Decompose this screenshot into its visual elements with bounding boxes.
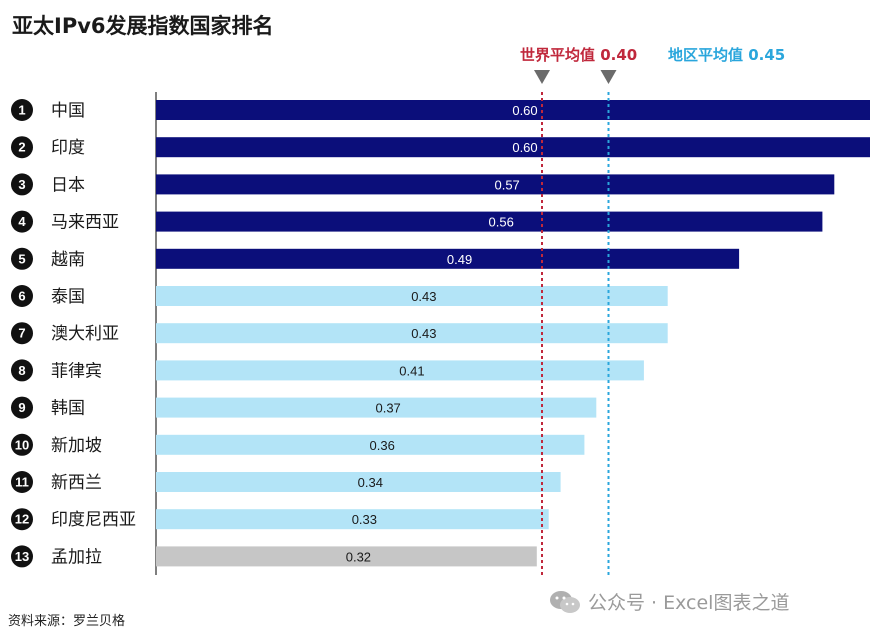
rank-badge bbox=[11, 322, 33, 345]
rank-number: 8 bbox=[18, 363, 25, 378]
category-label: 越南 bbox=[51, 250, 85, 270]
category-label: 马来西亚 bbox=[51, 213, 119, 233]
bar bbox=[156, 397, 597, 418]
bar bbox=[156, 211, 823, 232]
bar bbox=[156, 137, 870, 158]
rank-badge bbox=[11, 359, 33, 382]
value-label: 0.60 bbox=[512, 140, 537, 155]
rank-badge bbox=[11, 99, 33, 121]
rank-badge bbox=[11, 210, 33, 233]
rank-badge bbox=[11, 173, 33, 196]
rank-badge bbox=[11, 508, 33, 531]
rank-badge bbox=[11, 433, 33, 456]
category-label: 中国 bbox=[51, 101, 85, 121]
chart-title: 亚太IPv6发展指数国家排名 bbox=[12, 14, 274, 38]
rank-number: 3 bbox=[18, 177, 25, 192]
rank-number: 9 bbox=[18, 400, 25, 415]
region-average-marker bbox=[600, 70, 617, 84]
rank-badge bbox=[11, 136, 33, 159]
rank-badge bbox=[11, 471, 33, 493]
category-label: 日本 bbox=[51, 175, 85, 195]
rank-number: 2 bbox=[18, 140, 25, 155]
category-label: 韩国 bbox=[51, 399, 85, 419]
category-label: 印度尼西亚 bbox=[51, 510, 136, 530]
category-label: 新加坡 bbox=[51, 436, 102, 456]
category-label: 菲律宾 bbox=[51, 361, 102, 381]
bar bbox=[156, 546, 537, 567]
bar bbox=[156, 434, 585, 455]
bar bbox=[156, 100, 870, 120]
bar bbox=[156, 323, 668, 344]
rank-badge bbox=[11, 247, 33, 270]
rank-number: 4 bbox=[18, 214, 26, 229]
watermark-text: 公众号 · Excel图表之道 bbox=[588, 592, 790, 614]
category-label: 印度 bbox=[51, 138, 85, 158]
rank-number: 5 bbox=[18, 251, 25, 266]
value-label: 0.49 bbox=[447, 252, 472, 267]
wechat-icon bbox=[550, 590, 580, 613]
rank-number: 1 bbox=[18, 103, 25, 118]
value-label: 0.57 bbox=[494, 177, 519, 192]
bar bbox=[156, 509, 549, 530]
value-label: 0.36 bbox=[370, 438, 395, 453]
category-label: 新西兰 bbox=[51, 473, 102, 493]
category-label: 澳大利亚 bbox=[51, 324, 119, 344]
bar bbox=[156, 248, 740, 269]
rank-number: 12 bbox=[15, 512, 29, 527]
value-label: 0.43 bbox=[411, 289, 436, 304]
rank-number: 11 bbox=[15, 475, 29, 490]
value-label: 0.34 bbox=[358, 475, 383, 490]
category-label: 孟加拉 bbox=[51, 547, 102, 567]
bar bbox=[156, 360, 644, 381]
value-label: 0.32 bbox=[346, 549, 371, 564]
value-label: 0.43 bbox=[411, 326, 436, 341]
region-average-label: 地区平均值 0.45 bbox=[668, 46, 786, 64]
bar bbox=[156, 174, 835, 195]
value-label: 0.56 bbox=[489, 215, 514, 230]
value-label: 0.33 bbox=[352, 512, 377, 527]
value-label: 0.41 bbox=[399, 363, 424, 378]
rank-badge bbox=[11, 545, 33, 568]
rank-number: 10 bbox=[15, 437, 29, 452]
rank-badge bbox=[11, 285, 33, 307]
rank-number: 13 bbox=[15, 549, 29, 564]
rank-badge bbox=[11, 396, 33, 419]
watermark: 公众号 · Excel图表之道 bbox=[548, 588, 789, 615]
category-label: 泰国 bbox=[51, 287, 85, 307]
source-note: 资料来源：罗兰贝格 bbox=[8, 614, 126, 629]
value-label: 0.60 bbox=[512, 103, 537, 118]
world-average-marker bbox=[534, 70, 550, 84]
bar bbox=[156, 286, 668, 306]
bar bbox=[156, 472, 561, 492]
rank-number: 7 bbox=[18, 326, 25, 341]
value-label: 0.37 bbox=[375, 401, 400, 416]
rank-number: 6 bbox=[18, 289, 25, 304]
world-average-label: 世界平均值 0.40 bbox=[520, 46, 638, 64]
